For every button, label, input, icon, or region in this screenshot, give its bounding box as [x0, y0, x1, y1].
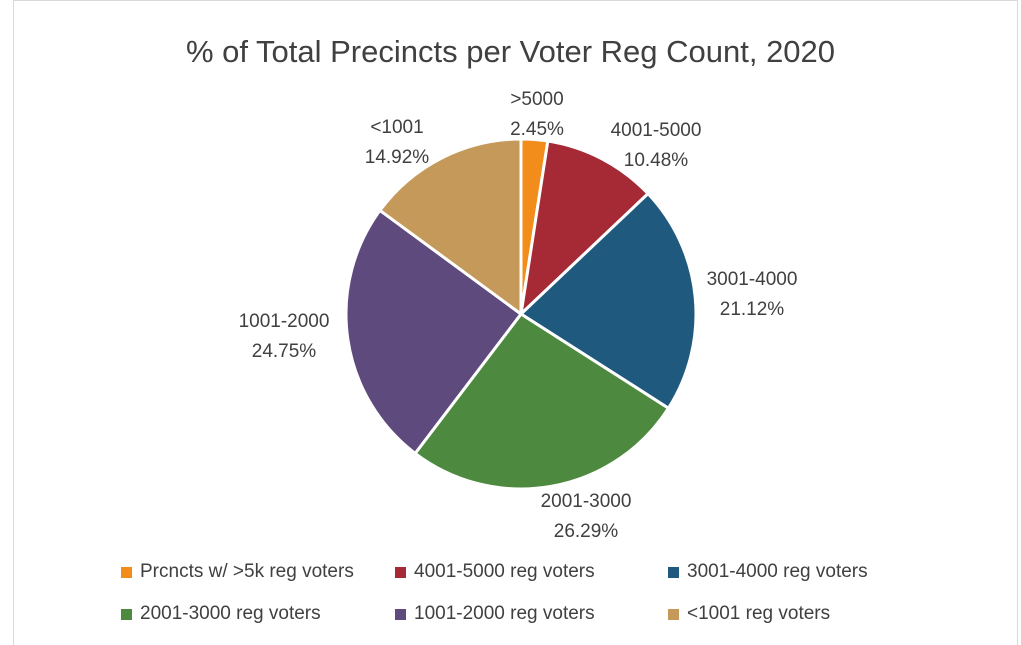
- data-label-category: 3001-4000: [707, 269, 798, 290]
- slice-3001-4000: [519, 192, 698, 410]
- legend-swatch: [121, 608, 132, 620]
- data-label-percent: 21.12%: [720, 299, 785, 320]
- legend-label: 3001-4000 reg voters: [687, 561, 868, 582]
- legend-item-gt5000: Prcncts w/ >5k reg voters: [121, 561, 354, 583]
- legend-item-3001-4000: 3001-4000 reg voters: [668, 561, 868, 583]
- legend-item-4001-5000: 4001-5000 reg voters: [395, 561, 595, 583]
- legend-label: <1001 reg voters: [687, 603, 831, 624]
- data-label-category: 1001-2000: [239, 311, 330, 332]
- data-label-percent: 24.75%: [252, 341, 317, 362]
- legend-label: Prcncts w/ >5k reg voters: [140, 561, 354, 582]
- slice-lt1001: [378, 137, 523, 316]
- slice-1001-2000: [344, 208, 523, 455]
- data-label-percent: 2.45%: [510, 119, 564, 140]
- chart-title: % of Total Precincts per Voter Reg Count…: [185, 34, 836, 69]
- data-label-percent: 26.29%: [554, 521, 619, 542]
- data-label-category: >5000: [510, 89, 563, 110]
- legend-swatch: [668, 608, 679, 620]
- legend-label: 4001-5000 reg voters: [414, 561, 595, 582]
- data-label-category: <1001: [370, 117, 423, 138]
- legend-swatch: [668, 566, 679, 578]
- legend-swatch: [395, 566, 406, 578]
- data-label-percent: 10.48%: [624, 150, 689, 171]
- legend-item-1001-2000: 1001-2000 reg voters: [395, 603, 595, 625]
- legend-item-lt1001: <1001 reg voters: [668, 603, 830, 625]
- legend-item-2001-3000: 2001-3000 reg voters: [121, 603, 321, 625]
- legend-label: 2001-3000 reg voters: [140, 603, 321, 624]
- data-label-percent: 14.92%: [365, 147, 430, 168]
- slice-2001-3000: [413, 312, 670, 491]
- legend-label: 1001-2000 reg voters: [414, 603, 595, 624]
- slice-4001-5000: [519, 139, 650, 316]
- legend-swatch: [121, 566, 132, 578]
- data-label-category: 2001-3000: [541, 491, 632, 512]
- legend-swatch: [395, 608, 406, 620]
- data-label-category: 4001-5000: [611, 120, 702, 141]
